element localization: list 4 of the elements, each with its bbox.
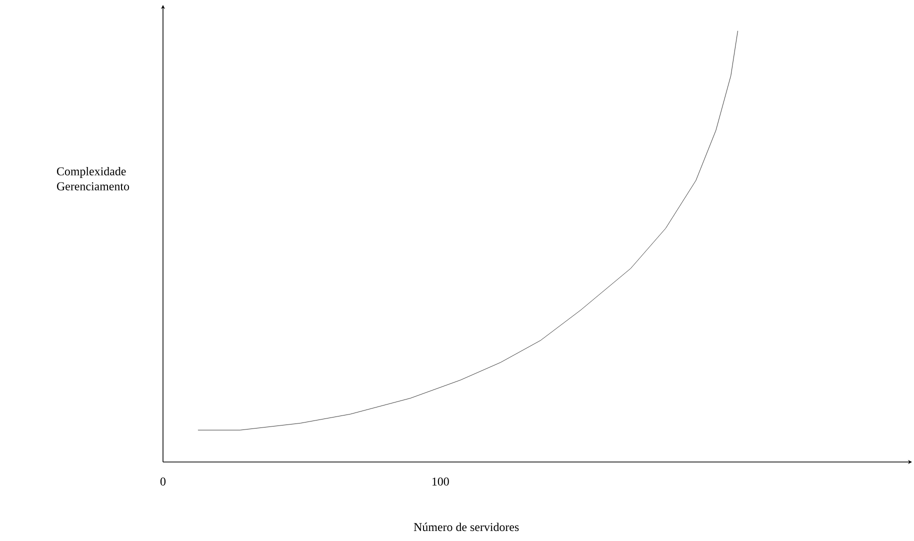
x-tick-label: 0 — [160, 478, 166, 486]
x-tick-label: 100 — [432, 478, 449, 486]
y-axis-title: Complexidade Gerenciamento — [56, 166, 130, 190]
x-axis-title: Número de servidores — [414, 522, 519, 532]
